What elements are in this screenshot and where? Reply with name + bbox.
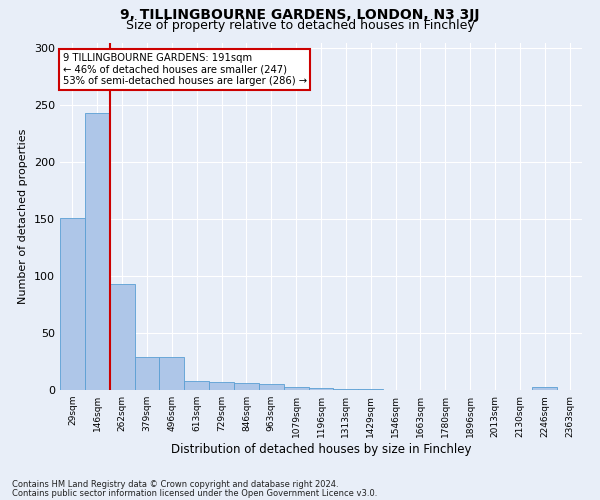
Bar: [209, 382, 234, 390]
Text: 9, TILLINGBOURNE GARDENS, LONDON, N3 3JJ: 9, TILLINGBOURNE GARDENS, LONDON, N3 3JJ: [120, 8, 480, 22]
Bar: [334, 389, 358, 390]
Bar: [134, 357, 160, 390]
Text: Contains public sector information licensed under the Open Government Licence v3: Contains public sector information licen…: [12, 488, 377, 498]
Bar: [259, 384, 284, 390]
Bar: [358, 389, 383, 390]
Text: Size of property relative to detached houses in Finchley: Size of property relative to detached ho…: [125, 19, 475, 32]
Y-axis label: Number of detached properties: Number of detached properties: [19, 128, 28, 304]
Bar: [184, 381, 209, 390]
Text: 9 TILLINGBOURNE GARDENS: 191sqm
← 46% of detached houses are smaller (247)
53% o: 9 TILLINGBOURNE GARDENS: 191sqm ← 46% of…: [62, 53, 307, 86]
Bar: [160, 357, 184, 390]
Bar: [60, 218, 85, 390]
Bar: [110, 284, 134, 390]
X-axis label: Distribution of detached houses by size in Finchley: Distribution of detached houses by size …: [171, 442, 471, 456]
Bar: [234, 383, 259, 390]
Bar: [85, 113, 110, 390]
Bar: [532, 386, 557, 390]
Bar: [284, 386, 308, 390]
Text: Contains HM Land Registry data © Crown copyright and database right 2024.: Contains HM Land Registry data © Crown c…: [12, 480, 338, 489]
Bar: [308, 388, 334, 390]
